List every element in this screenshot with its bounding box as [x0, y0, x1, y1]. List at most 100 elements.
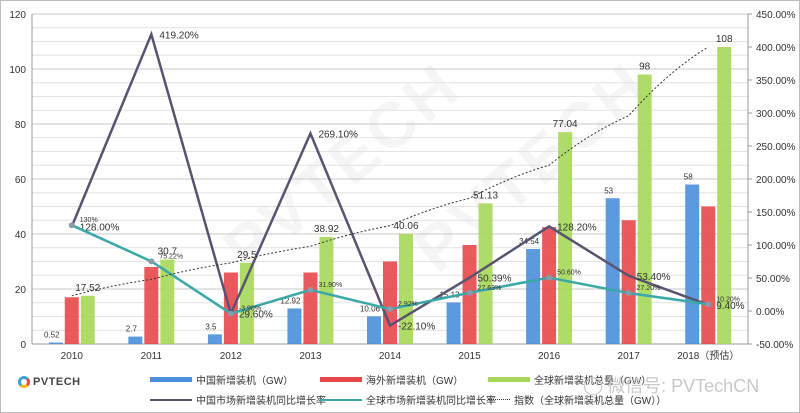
marker — [68, 222, 75, 229]
line-label: -3.90% — [239, 306, 261, 313]
line-label: 29.60% — [239, 310, 273, 321]
bar — [80, 295, 95, 344]
bar-label: 53 — [604, 186, 613, 195]
legend-swatch — [488, 377, 530, 382]
x-tick-label: 2017 — [618, 351, 641, 362]
bar-label: 108 — [716, 34, 733, 45]
line-label: 75.22% — [159, 253, 183, 260]
marker — [546, 274, 553, 281]
x-tick-label: 2015 — [458, 351, 481, 362]
bar — [160, 259, 175, 344]
marker — [307, 286, 314, 293]
wechat-watermark: ◯ 微信号: PVTechCN — [583, 374, 760, 397]
y2-tick-label: 350.00% — [756, 76, 796, 87]
legend-item-china: 中国新增装机（GW） — [150, 372, 293, 387]
y-tick-label: 80 — [15, 120, 27, 131]
y-tick-label: 40 — [15, 230, 27, 241]
pvtech-logo: PVTECH — [18, 376, 81, 388]
x-tick-label: 2014 — [379, 351, 402, 362]
line-label: 130% — [80, 217, 98, 224]
legend-swatch — [320, 377, 362, 382]
x-tick-label: 2011 — [141, 351, 163, 362]
line-label: -22.10% — [398, 322, 435, 333]
bar-label: 2.7 — [126, 325, 138, 334]
y2-tick-label: 200.00% — [756, 175, 796, 186]
bar — [685, 184, 700, 344]
y2-tick-label: 50.00% — [756, 274, 790, 285]
bar-label: 17.52 — [75, 283, 100, 294]
bar — [558, 132, 573, 344]
x-tick-label: 2016 — [538, 351, 561, 362]
y-tick-label: 0 — [20, 340, 26, 351]
bar-label: 40.06 — [393, 221, 418, 232]
x-tick-label: 2010 — [61, 351, 84, 362]
legend-label: 中国市场新增装机同比增长率 — [196, 396, 326, 407]
bar-label: 3.5 — [205, 322, 217, 331]
legend-swatch — [320, 398, 362, 401]
line-label: 269.10% — [318, 129, 358, 140]
bar — [144, 267, 159, 344]
marker — [387, 306, 393, 313]
bar-label: 51.13 — [473, 190, 498, 201]
bar — [478, 203, 493, 344]
line-label: 9.40% — [716, 301, 744, 312]
bar-label: 0.52 — [44, 331, 60, 340]
line-label: 419.20% — [159, 30, 199, 41]
y-tick-label: 60 — [15, 175, 27, 186]
x-tick-label: 2013 — [299, 351, 322, 362]
line-label: 53.40% — [637, 272, 671, 283]
marker — [705, 301, 712, 308]
bar — [223, 272, 238, 344]
growth-line — [70, 30, 709, 328]
legend-swatch — [488, 399, 510, 400]
bar — [383, 261, 397, 344]
line-label: 10.20% — [716, 296, 740, 303]
bar — [637, 74, 652, 344]
line-label: 128.20% — [557, 222, 597, 233]
legend-item-global-growth: 全球市场新增装机同比增长率 — [320, 392, 496, 407]
bar — [526, 249, 541, 344]
x-tick-label: 2018（预估） — [677, 349, 739, 362]
bar — [399, 233, 413, 344]
marker — [227, 310, 234, 317]
bar — [717, 47, 732, 344]
legend-label: 海外新增装机（GW） — [366, 376, 464, 387]
bar-label: 58 — [684, 173, 693, 182]
bar-label: 29.5 — [237, 250, 257, 261]
line-label: 31.90% — [318, 282, 342, 289]
y-tick-label: 120 — [9, 10, 26, 21]
bar-label: 15.13 — [440, 290, 461, 299]
bar — [446, 302, 461, 344]
legend-item-overseas: 海外新增装机（GW） — [320, 372, 463, 387]
y2-tick-label: 300.00% — [756, 109, 796, 120]
bar — [207, 334, 222, 344]
legend-label: 全球新增装机总量（GW） — [534, 376, 652, 387]
bar — [287, 308, 302, 344]
marker — [148, 258, 155, 265]
bar — [319, 236, 334, 344]
bar — [621, 220, 636, 344]
marker — [625, 290, 632, 297]
marker — [466, 289, 473, 296]
y2-tick-label: 100.00% — [756, 241, 796, 252]
logo-ring-icon — [18, 376, 30, 388]
y2-tick-label: 250.00% — [756, 142, 796, 153]
legend-item-index: 指数（全球新增装机总量（GW）） — [488, 392, 666, 407]
legend-label: 指数（全球新增装机总量（GW）） — [514, 396, 667, 407]
bar-label: 10.06 — [360, 304, 381, 313]
bar-label: 38.92 — [314, 224, 339, 235]
bar — [367, 316, 381, 344]
y2-tick-label: 150.00% — [756, 208, 796, 219]
legend-label: 全球市场新增装机同比增长率 — [366, 396, 496, 407]
bar-label: 34.54 — [519, 237, 540, 246]
bar — [64, 297, 79, 344]
wechat-icon: ◯ — [583, 374, 604, 395]
bar-label: 12.92 — [280, 296, 301, 305]
line-label: 27.20% — [637, 285, 661, 292]
bar-label: 77.04 — [553, 119, 578, 130]
legend-label: 中国新增装机（GW） — [196, 376, 294, 387]
y2-tick-label: -50.00% — [756, 340, 793, 351]
y2-tick-label: 400.00% — [756, 43, 796, 54]
bar — [303, 272, 318, 344]
